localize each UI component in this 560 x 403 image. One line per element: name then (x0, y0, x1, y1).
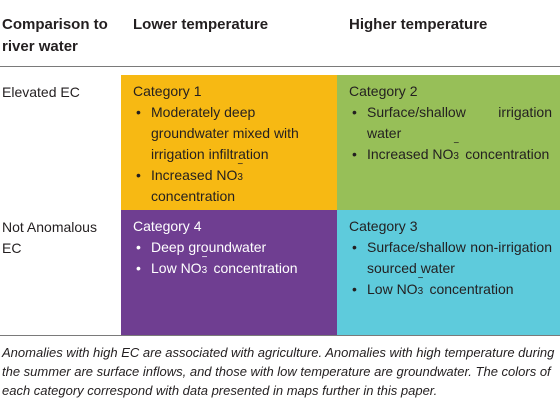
row-label-not-anomalous-ec: Not Anomalous EC (2, 219, 97, 256)
category-2-cell: Category 2 Surface/shallow irrigation wa… (337, 75, 560, 210)
category-2-list: Surface/shallow irrigation water Increas… (349, 102, 552, 165)
chem-prefix: Increased NO (367, 146, 454, 162)
list-item: Surface/shallow non-irrigation sourced w… (349, 237, 552, 279)
list-item: Low NO−3 concentration (349, 273, 552, 301)
header-lower-temperature: Lower temperature (133, 16, 269, 33)
list-item: Deep groundwater (133, 237, 329, 258)
category-1-list: Moderately deep groundwater mixed with i… (133, 102, 329, 207)
category-3-title: Category 3 (349, 218, 418, 234)
chem-prefix: Increased NO (151, 167, 238, 183)
category-3-list: Surface/shallow non-irrigation sourced w… (349, 237, 552, 300)
category-3-cell: Category 3 Surface/shallow non-irrigatio… (337, 210, 560, 335)
list-item: Increased NO−3 concentration (133, 159, 329, 207)
table-caption: Anomalies with high EC are associated wi… (2, 345, 555, 398)
nitrate-formula: −3 (237, 159, 244, 183)
category-4-list: Deep groundwater Low NO−3 concentration (133, 237, 329, 279)
table-bottom-rule (0, 335, 560, 336)
category-1-title: Category 1 (133, 83, 202, 99)
list-item: Increased NO−3 concentration (349, 138, 552, 166)
chem-suffix: concentration (151, 188, 236, 204)
chem-suffix: concentration (429, 281, 514, 297)
nitrate-formula: −3 (453, 138, 460, 162)
header-higher-temperature: Higher temperature (349, 16, 488, 33)
table-top-rule (0, 66, 560, 67)
chem-suffix: concentration (213, 260, 298, 276)
category-1-cell: Category 1 Moderately deep groundwater m… (121, 75, 337, 210)
category-4-title: Category 4 (133, 218, 202, 234)
nitrate-formula: −3 (201, 252, 208, 276)
chem-suffix: concentration (465, 146, 550, 162)
list-item: Moderately deep groundwater mixed with i… (133, 102, 329, 165)
list-item: Low NO−3 concentration (133, 252, 329, 280)
list-item: Surface/shallow irrigation water (349, 102, 552, 144)
row-label-elevated-ec: Elevated EC (2, 84, 80, 100)
chem-prefix: Low NO (367, 281, 418, 297)
category-4-cell: Category 4 Deep groundwater Low NO−3 con… (121, 210, 337, 335)
chem-prefix: Low NO (151, 260, 202, 276)
category-2-title: Category 2 (349, 83, 418, 99)
nitrate-formula: −3 (417, 273, 424, 297)
header-comparison-to-river-water: Comparison to river water (2, 16, 108, 55)
